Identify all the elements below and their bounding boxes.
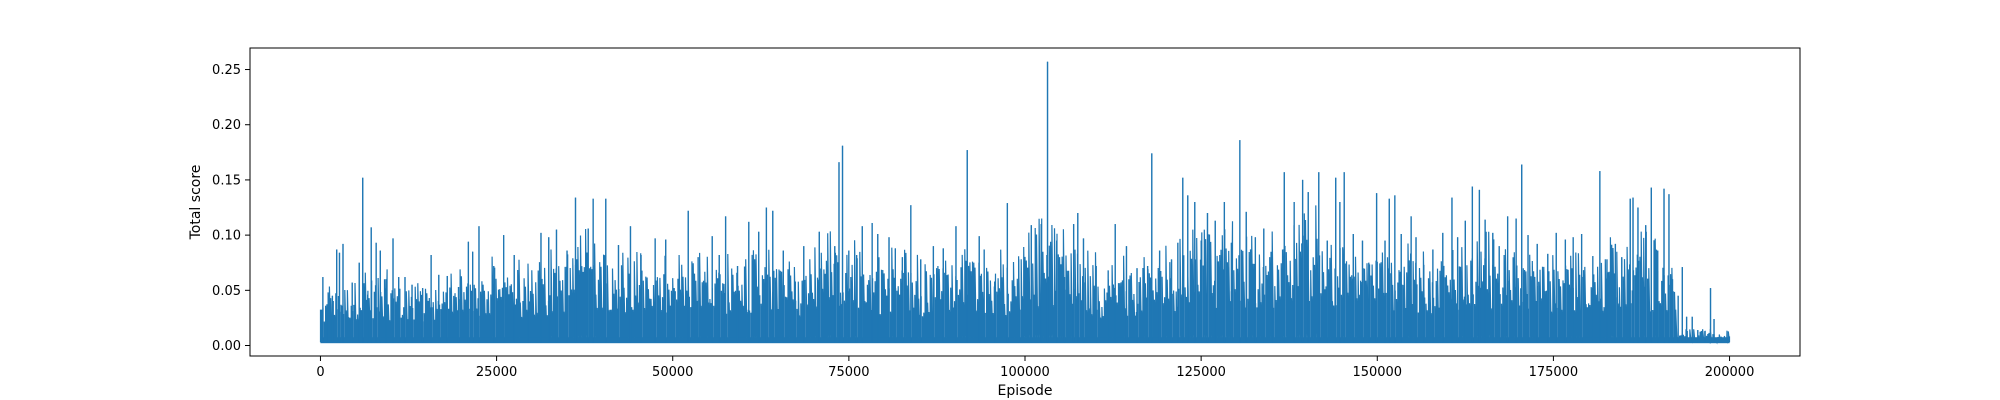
y-tick-label: 0.00	[212, 339, 241, 354]
x-axis-label: Episode	[998, 383, 1053, 399]
y-tick-label: 0.10	[212, 229, 241, 244]
x-tick-label: 50000	[652, 365, 693, 380]
y-tick-label: 0.05	[212, 284, 241, 299]
y-tick-label: 0.20	[212, 118, 241, 133]
x-tick-label: 25000	[476, 365, 517, 380]
x-tick-label: 200000	[1705, 365, 1755, 380]
y-tick-label: 0.15	[212, 173, 241, 188]
x-tick-label: 0	[316, 365, 324, 380]
x-axis: 0 25000 50000 75000 100000 125000 150000 175000…	[316, 356, 1754, 380]
x-tick-label: 150000	[1352, 365, 1402, 380]
x-tick-label: 125000	[1176, 365, 1226, 380]
y-axis-label: Total score	[188, 165, 204, 241]
y-axis: 0.00 0.05 0.10 0.15 0.20 0.25	[212, 63, 250, 354]
x-tick-label: 100000	[1000, 365, 1050, 380]
y-tick-label: 0.25	[212, 63, 241, 78]
series-layer	[319, 61, 1731, 345]
x-tick-label: 175000	[1529, 365, 1579, 380]
x-tick-label: 75000	[828, 365, 869, 380]
series-dense-band-0	[320, 337, 1730, 344]
